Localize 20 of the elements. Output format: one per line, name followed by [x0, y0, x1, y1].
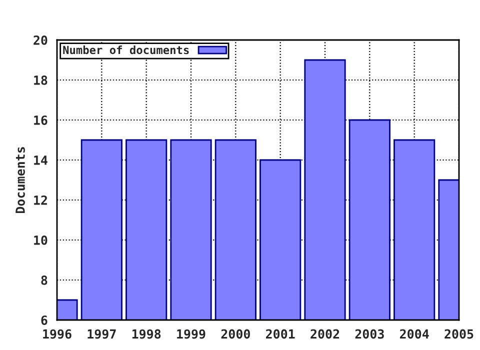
x-tick-label: 1999: [177, 329, 206, 339]
y-tick-label: 18: [34, 75, 48, 85]
y-tick-label: 16: [34, 115, 48, 125]
y-tick-label: 20: [34, 35, 48, 45]
x-tick-label: 1997: [88, 329, 116, 339]
x-tick-label: 1996: [43, 329, 72, 339]
y-tick-label: 6: [41, 315, 48, 325]
x-tick-label: 2002: [310, 329, 340, 339]
y-tick-label: 14: [34, 156, 48, 165]
y-tick-label: 10: [34, 235, 48, 245]
x-tick-label: 2005: [444, 329, 474, 339]
x-tick-label: 2000: [221, 329, 250, 339]
x-tick-label: 2003: [355, 329, 384, 339]
y-tick-label: 8: [41, 275, 48, 285]
x-tick-label: 2001: [266, 329, 295, 339]
y-axis-title: Documents: [16, 147, 25, 214]
x-tick-label: 1998: [132, 329, 161, 339]
x-tick-label: 2004: [400, 329, 429, 339]
legend-label: Number of documents: [63, 46, 189, 54]
y-tick-label: 12: [34, 195, 47, 205]
